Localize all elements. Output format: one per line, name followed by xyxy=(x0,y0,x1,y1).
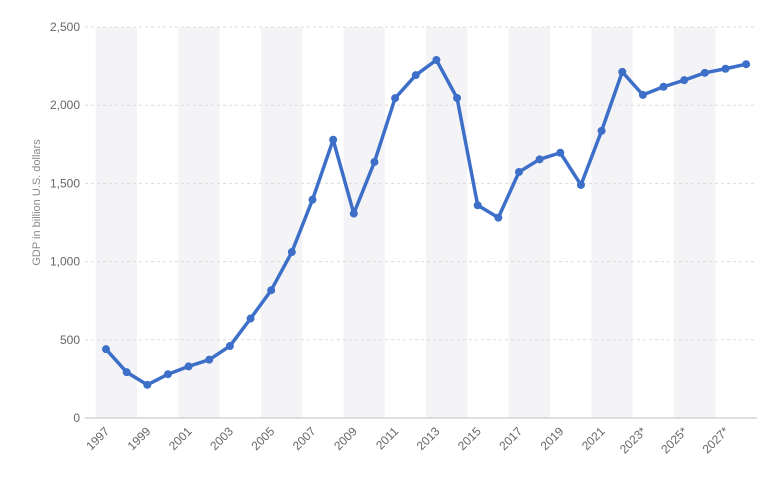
x-tick-label: 1997 xyxy=(83,424,112,453)
x-tick-label: 2019 xyxy=(538,424,567,453)
x-tick-label: 1999 xyxy=(125,424,154,453)
data-point[interactable] xyxy=(143,380,152,389)
column-band xyxy=(95,27,137,418)
alternating-column-bands xyxy=(95,27,716,418)
x-axis-ticks: 1997 1999 2001 2003 2005 2007 2009 2011 2013 2015… xyxy=(83,424,732,456)
series-group xyxy=(102,56,751,389)
data-point[interactable] xyxy=(742,60,751,69)
x-tick-label: 2013 xyxy=(414,424,443,453)
data-point[interactable] xyxy=(556,148,565,157)
gridlines xyxy=(85,26,757,419)
data-point[interactable] xyxy=(122,368,131,377)
data-point[interactable] xyxy=(287,248,296,257)
column-band xyxy=(178,27,220,418)
column-band xyxy=(591,27,633,418)
data-point[interactable] xyxy=(391,94,400,103)
y-tick-label: 1,500 xyxy=(50,176,80,190)
data-point[interactable] xyxy=(349,209,358,218)
x-tick-label: 2015 xyxy=(455,424,484,453)
data-point[interactable] xyxy=(453,94,462,103)
data-point[interactable] xyxy=(515,167,523,176)
x-tick-label: 2007 xyxy=(290,424,319,453)
y-tick-label: 2,500 xyxy=(50,20,80,34)
data-point[interactable] xyxy=(680,76,689,85)
column-band xyxy=(508,27,550,418)
data-point[interactable] xyxy=(184,362,193,371)
data-point[interactable] xyxy=(659,82,668,91)
x-tick-label: 2023* xyxy=(617,424,649,456)
x-tick-label: 2005 xyxy=(249,424,278,453)
data-point[interactable] xyxy=(494,213,503,222)
y-axis-label: GDP in billion U.S. dollars xyxy=(31,139,43,266)
data-point[interactable] xyxy=(535,155,544,164)
column-band xyxy=(673,27,716,418)
x-tick-label: 2017 xyxy=(496,424,525,453)
data-point[interactable] xyxy=(370,157,379,166)
x-tick-label: 2021 xyxy=(579,424,608,453)
x-tick-label: 2003 xyxy=(207,424,236,453)
column-band xyxy=(426,27,468,418)
x-tick-label: 2009 xyxy=(331,424,360,453)
data-point[interactable] xyxy=(329,135,338,144)
data-point[interactable] xyxy=(700,68,709,77)
x-tick-label: 2001 xyxy=(166,424,195,453)
data-point[interactable] xyxy=(102,345,110,354)
x-tick-label: 2011 xyxy=(373,424,401,452)
data-point[interactable] xyxy=(267,286,276,295)
y-tick-label: 500 xyxy=(60,333,80,347)
data-point[interactable] xyxy=(638,90,647,99)
data-point[interactable] xyxy=(163,370,172,379)
data-point[interactable] xyxy=(721,64,730,73)
y-axis-ticks: 0 500 1,000 1,500 2,000 2,500 xyxy=(50,20,80,425)
column-band xyxy=(260,27,303,418)
y-tick-label: 2,000 xyxy=(50,98,80,112)
series-line xyxy=(104,58,748,387)
y-tick-label: 1,000 xyxy=(50,255,80,269)
data-point[interactable] xyxy=(225,342,234,351)
y-tick-label: 0 xyxy=(73,411,80,425)
data-point[interactable] xyxy=(308,195,317,204)
x-tick-label: 2025* xyxy=(658,424,690,456)
data-point[interactable] xyxy=(597,126,606,135)
data-point[interactable] xyxy=(473,201,482,210)
data-point[interactable] xyxy=(618,67,627,76)
data-point[interactable] xyxy=(576,180,585,189)
data-point[interactable] xyxy=(205,355,214,364)
column-band xyxy=(343,27,385,418)
data-point[interactable] xyxy=(432,56,441,65)
data-point[interactable] xyxy=(411,71,420,80)
x-tick-label: 2027* xyxy=(700,424,732,456)
data-point[interactable] xyxy=(246,314,255,323)
